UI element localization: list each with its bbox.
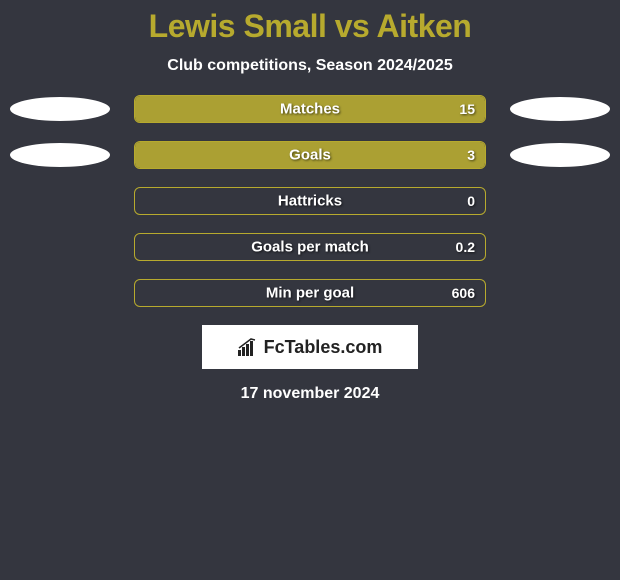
stat-value: 0.2	[456, 239, 475, 255]
stat-bar: Goals per match 0.2	[134, 233, 486, 261]
stat-value: 606	[452, 285, 475, 301]
stat-bar: Matches 15	[134, 95, 486, 123]
comparison-subtitle: Club competitions, Season 2024/2025	[0, 49, 620, 95]
stat-row: Matches 15	[0, 95, 620, 123]
stat-bar: Min per goal 606	[134, 279, 486, 307]
attribution-logo: FcTables.com	[202, 325, 418, 369]
stat-label: Hattricks	[278, 193, 342, 210]
logo-label: FcTables.com	[264, 337, 383, 358]
stat-value: 3	[467, 147, 475, 163]
snapshot-date: 17 november 2024	[0, 381, 620, 403]
barchart-icon	[238, 338, 260, 356]
right-player-pill	[510, 143, 610, 167]
right-player-pill	[510, 97, 610, 121]
left-player-pill	[10, 97, 110, 121]
stat-bar: Hattricks 0	[134, 187, 486, 215]
stat-row: Goals 3	[0, 141, 620, 169]
comparison-title: Lewis Small vs Aitken	[0, 0, 620, 49]
stat-label: Min per goal	[266, 285, 354, 302]
stat-value: 15	[459, 101, 475, 117]
stat-row: Goals per match 0.2	[0, 233, 620, 261]
stat-bar: Goals 3	[134, 141, 486, 169]
stat-row: Hattricks 0	[0, 187, 620, 215]
stat-label: Matches	[280, 101, 340, 118]
stat-rows: Matches 15 Goals 3 Hattricks 0 Goals per match…	[0, 95, 620, 307]
left-player-pill	[10, 143, 110, 167]
stat-label: Goals per match	[251, 239, 369, 256]
stat-value: 0	[467, 193, 475, 209]
stat-row: Min per goal 606	[0, 279, 620, 307]
stat-label: Goals	[289, 147, 331, 164]
logo-text: FcTables.com	[238, 337, 383, 358]
